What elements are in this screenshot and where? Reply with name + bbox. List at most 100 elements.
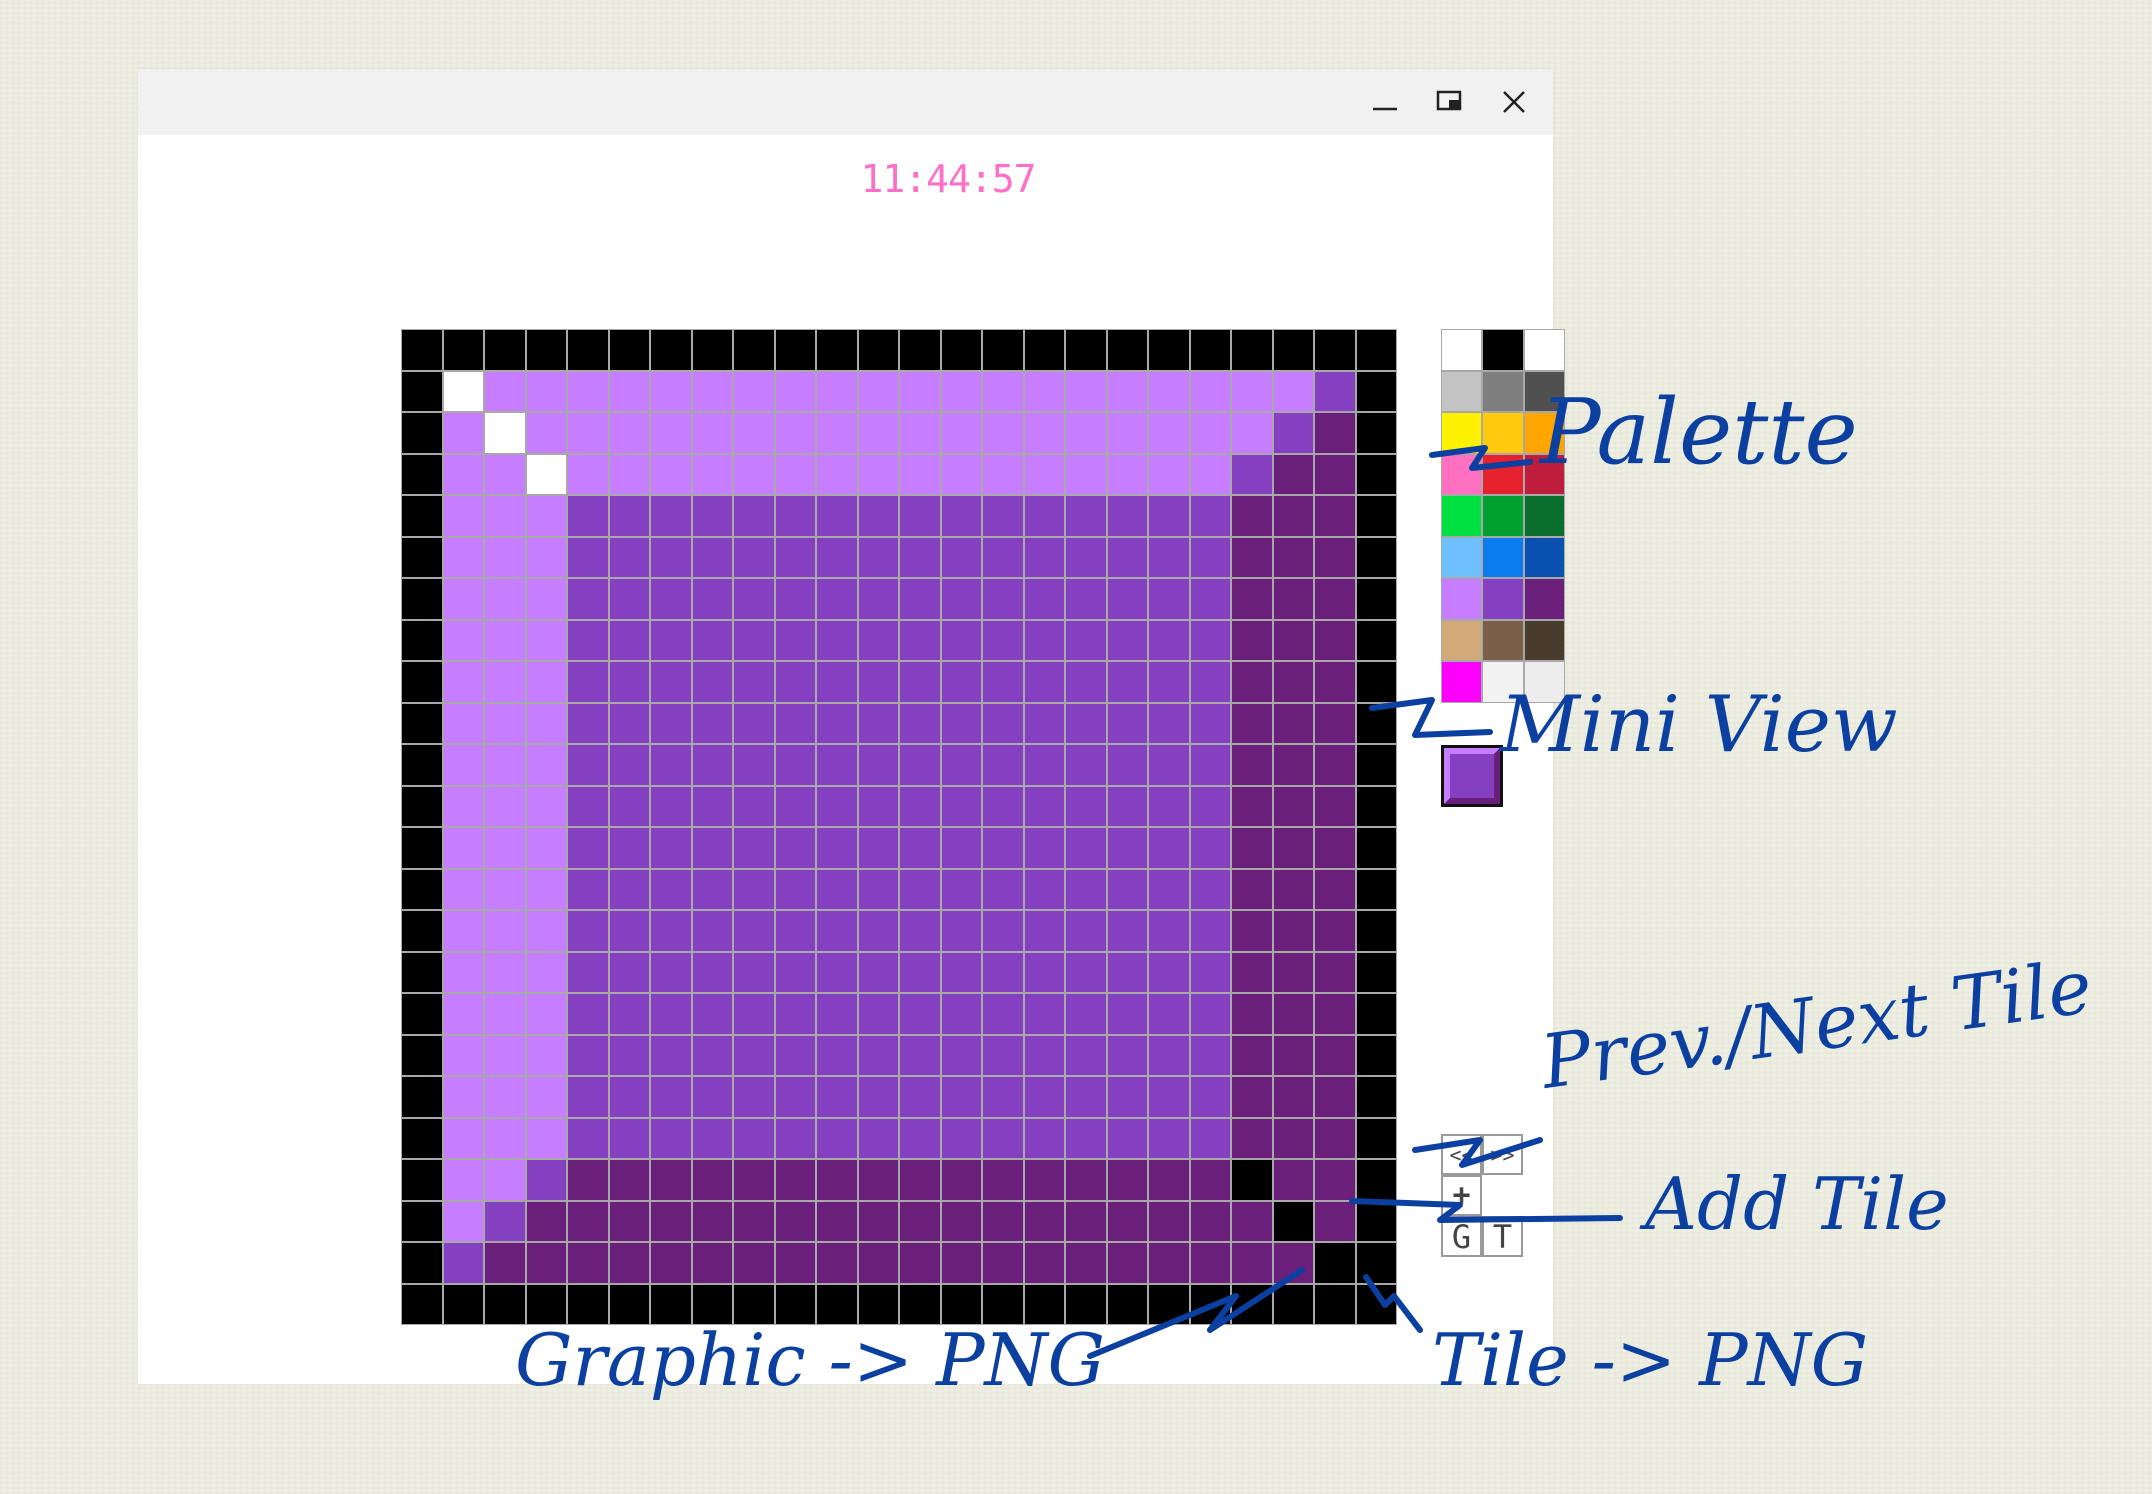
canvas-pixel[interactable] [1356,703,1396,743]
canvas-pixel[interactable] [1356,1243,1396,1283]
add-tile-button[interactable]: + [1441,1175,1482,1216]
canvas-pixel[interactable] [1273,620,1313,660]
canvas-pixel[interactable] [775,828,815,868]
canvas-pixel[interactable] [651,1035,691,1075]
canvas-pixel[interactable] [1024,1035,1064,1075]
canvas-pixel[interactable] [485,1243,525,1283]
palette-swatch[interactable] [1524,537,1564,578]
canvas-pixel[interactable] [651,745,691,785]
canvas-pixel[interactable] [485,371,525,411]
canvas-pixel[interactable] [568,1284,608,1324]
canvas-pixel[interactable] [817,330,857,370]
canvas-pixel[interactable] [526,454,566,494]
canvas-pixel[interactable] [1190,1035,1230,1075]
canvas-pixel[interactable] [485,1035,525,1075]
canvas-pixel[interactable] [1356,1160,1396,1200]
canvas-pixel[interactable] [692,413,732,453]
canvas-pixel[interactable] [734,994,774,1034]
canvas-pixel[interactable] [568,952,608,992]
canvas-pixel[interactable] [1356,620,1396,660]
canvas-pixel[interactable] [609,1077,649,1117]
canvas-pixel[interactable] [1024,496,1064,536]
canvas-pixel[interactable] [526,579,566,619]
canvas-pixel[interactable] [941,330,981,370]
canvas-pixel[interactable] [858,703,898,743]
canvas-pixel[interactable] [609,1284,649,1324]
canvas-pixel[interactable] [941,869,981,909]
canvas-pixel[interactable] [485,1160,525,1200]
canvas-pixel[interactable] [1107,496,1147,536]
canvas-pixel[interactable] [692,745,732,785]
canvas-pixel[interactable] [609,786,649,826]
canvas-pixel[interactable] [526,662,566,702]
canvas-pixel[interactable] [526,413,566,453]
canvas-pixel[interactable] [941,620,981,660]
canvas-pixel[interactable] [1273,662,1313,702]
canvas-pixel[interactable] [651,1118,691,1158]
canvas-pixel[interactable] [651,371,691,411]
palette-swatch[interactable] [1524,330,1564,370]
canvas-pixel[interactable] [900,1284,940,1324]
canvas-pixel[interactable] [1149,330,1189,370]
canvas-pixel[interactable] [734,496,774,536]
canvas-pixel[interactable] [692,828,732,868]
canvas-pixel[interactable] [1356,786,1396,826]
canvas-pixel[interactable] [1232,786,1272,826]
canvas-pixel[interactable] [651,1201,691,1241]
canvas-pixel[interactable] [1273,496,1313,536]
canvas-pixel[interactable] [1315,1243,1355,1283]
canvas-pixel[interactable] [692,952,732,992]
canvas-pixel[interactable] [1107,745,1147,785]
canvas-pixel[interactable] [1315,662,1355,702]
canvas-pixel[interactable] [941,911,981,951]
canvas-pixel[interactable] [983,413,1023,453]
canvas-pixel[interactable] [651,579,691,619]
canvas-pixel[interactable] [1149,454,1189,494]
canvas-pixel[interactable] [900,952,940,992]
canvas-pixel[interactable] [1273,1035,1313,1075]
canvas-pixel[interactable] [443,1077,483,1117]
canvas-pixel[interactable] [1024,786,1064,826]
canvas-pixel[interactable] [402,620,442,660]
palette-swatch[interactable] [1483,579,1523,619]
canvas-pixel[interactable] [817,371,857,411]
canvas-pixel[interactable] [1024,911,1064,951]
canvas-pixel[interactable] [941,703,981,743]
canvas-pixel[interactable] [817,662,857,702]
canvas-pixel[interactable] [775,371,815,411]
canvas-pixel[interactable] [1315,1035,1355,1075]
canvas-pixel[interactable] [775,1201,815,1241]
canvas-pixel[interactable] [443,745,483,785]
canvas-pixel[interactable] [941,1077,981,1117]
canvas-pixel[interactable] [1149,496,1189,536]
canvas-pixel[interactable] [817,496,857,536]
canvas-pixel[interactable] [1107,1284,1147,1324]
canvas-pixel[interactable] [1066,703,1106,743]
canvas-pixel[interactable] [941,828,981,868]
canvas-pixel[interactable] [858,786,898,826]
canvas-pixel[interactable] [983,994,1023,1034]
canvas-pixel[interactable] [1107,330,1147,370]
canvas-pixel[interactable] [983,579,1023,619]
canvas-pixel[interactable] [402,579,442,619]
canvas-pixel[interactable] [526,994,566,1034]
canvas-pixel[interactable] [1190,745,1230,785]
palette-swatch[interactable] [1483,330,1523,370]
canvas-pixel[interactable] [734,1243,774,1283]
canvas-pixel[interactable] [443,828,483,868]
canvas-pixel[interactable] [900,1035,940,1075]
canvas-pixel[interactable] [1107,1077,1147,1117]
canvas-pixel[interactable] [1107,786,1147,826]
canvas-pixel[interactable] [609,330,649,370]
canvas-pixel[interactable] [858,1243,898,1283]
canvas-pixel[interactable] [983,662,1023,702]
canvas-pixel[interactable] [402,869,442,909]
canvas-pixel[interactable] [1356,1284,1396,1324]
canvas-pixel[interactable] [1190,703,1230,743]
canvas-pixel[interactable] [568,662,608,702]
canvas-pixel[interactable] [1149,1243,1189,1283]
canvas-pixel[interactable] [817,1243,857,1283]
canvas-pixel[interactable] [1149,371,1189,411]
canvas-pixel[interactable] [568,1201,608,1241]
canvas-pixel[interactable] [900,1201,940,1241]
